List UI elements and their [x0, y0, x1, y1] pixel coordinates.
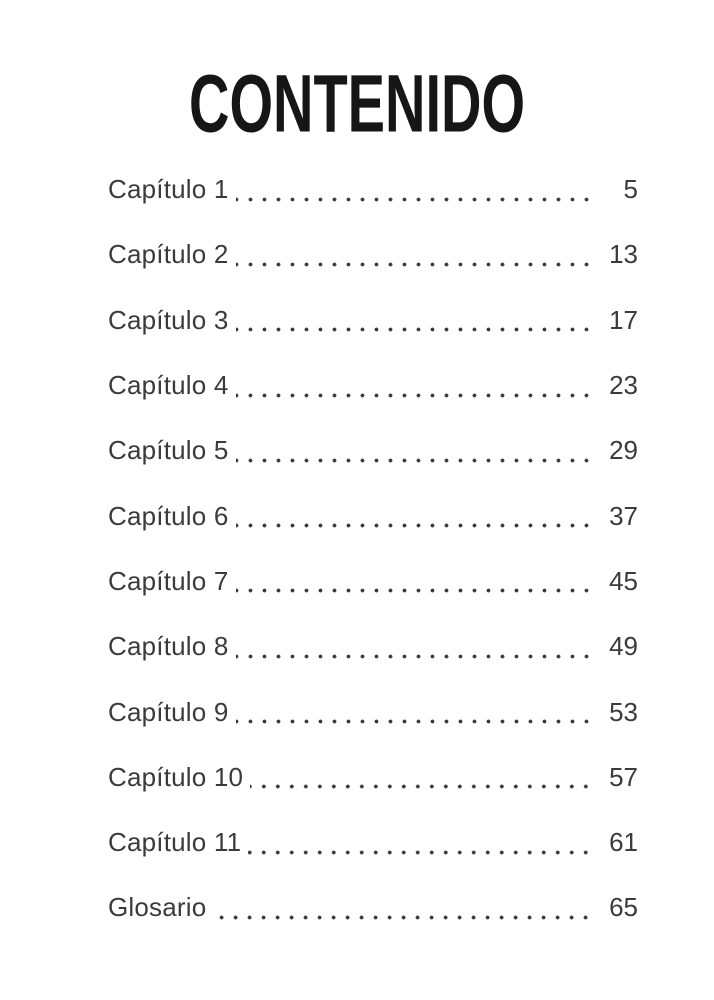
toc-entry-label: Capítulo 8 — [108, 631, 229, 662]
dot-leader — [235, 699, 593, 726]
toc-entry-label: Capítulo 2 — [108, 239, 229, 270]
toc-entry-label: Capítulo 5 — [108, 435, 229, 466]
toc-entry-label: Capítulo 7 — [108, 565, 229, 596]
table-of-contents: Capítulo 1 5 Capítulo 2 13 Capítulo 3 17… — [108, 157, 638, 941]
toc-row: Capítulo 7 45 — [108, 549, 638, 614]
toc-row: Capítulo 10 57 — [108, 745, 638, 810]
toc-row: Capítulo 3 17 — [108, 288, 638, 353]
toc-row: Capítulo 11 61 — [108, 810, 638, 875]
toc-entry-page: 37 — [609, 500, 638, 531]
toc-entry-label: Capítulo 11 — [108, 827, 242, 858]
page-title-wrap: CONTENIDO — [0, 58, 714, 150]
dot-leader — [235, 372, 593, 399]
page-title: CONTENIDO — [189, 58, 525, 149]
toc-entry-page: 61 — [609, 827, 638, 858]
dot-leader — [235, 241, 593, 268]
toc-entry-label: Capítulo 1 — [108, 174, 229, 205]
toc-entry-label: Capítulo 4 — [108, 370, 229, 401]
dot-leader — [235, 568, 593, 595]
toc-entry-page: 49 — [609, 631, 638, 662]
toc-entry-page: 5 — [623, 174, 638, 205]
dot-leader — [235, 503, 593, 530]
dot-leader — [235, 307, 593, 334]
toc-row: Capítulo 4 23 — [108, 353, 638, 418]
toc-entry-page: 23 — [609, 370, 638, 401]
toc-row: Capítulo 9 53 — [108, 679, 638, 744]
toc-entry-page: 45 — [609, 565, 638, 596]
dot-leader — [235, 633, 593, 660]
toc-entry-label: Glosario — [108, 892, 207, 923]
dot-leader — [235, 437, 593, 464]
toc-row: Capítulo 5 29 — [108, 418, 638, 483]
toc-row: Capítulo 6 37 — [108, 483, 638, 548]
toc-entry-label: Capítulo 3 — [108, 304, 229, 335]
dot-leader — [213, 894, 593, 921]
toc-entry-page: 53 — [609, 696, 638, 727]
toc-entry-label: Capítulo 9 — [108, 696, 229, 727]
dot-leader — [250, 764, 593, 791]
toc-entry-page: 29 — [609, 435, 638, 466]
dot-leader — [235, 176, 593, 203]
toc-entry-page: 13 — [609, 239, 638, 270]
toc-row: Capítulo 1 5 — [108, 157, 638, 222]
dot-leader — [248, 829, 593, 856]
toc-entry-label: Capítulo 6 — [108, 500, 229, 531]
toc-row: Glosario 65 — [108, 875, 638, 940]
toc-entry-page: 17 — [609, 304, 638, 335]
toc-entry-page: 57 — [609, 761, 638, 792]
toc-entry-page: 65 — [609, 892, 638, 923]
toc-row: Capítulo 2 13 — [108, 222, 638, 287]
toc-row: Capítulo 8 49 — [108, 614, 638, 679]
toc-entry-label: Capítulo 10 — [108, 761, 244, 792]
